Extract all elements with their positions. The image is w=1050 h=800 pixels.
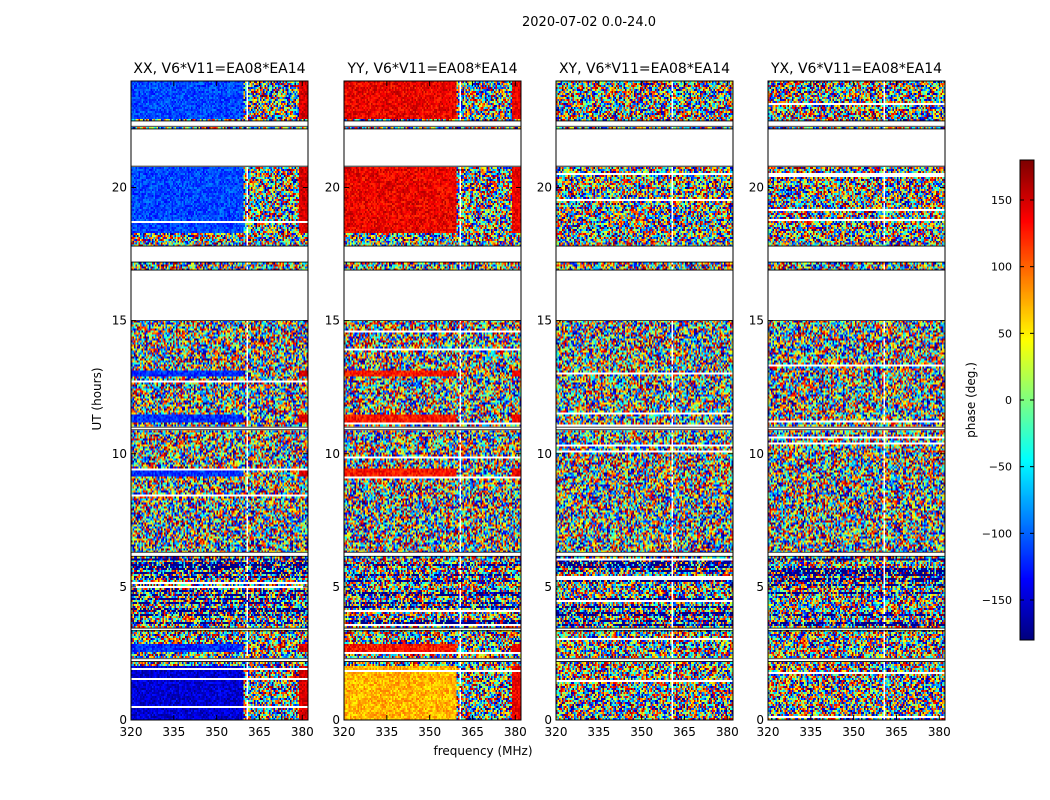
y-tick-label: 20: [749, 181, 764, 195]
y-tick-label: 20: [112, 181, 127, 195]
y-tick-label: 15: [112, 314, 127, 328]
x-tick-label: 365: [885, 725, 908, 739]
panel-yy: YY, V6*V11=EA08*EA14 320 335 350 365 380 0 5 10 1…: [325, 61, 527, 739]
axes-frame: [767, 80, 946, 721]
colorbar-gradient: [1020, 160, 1034, 640]
heatmap-image: [131, 81, 308, 720]
x-tick-label: 320: [757, 725, 780, 739]
x-tick-label: 380: [716, 725, 739, 739]
y-tick-label: 0: [332, 713, 340, 727]
y-tick-label: 5: [756, 580, 764, 594]
panel-title: XY, V6*V11=EA08*EA14: [559, 61, 730, 77]
x-axis-label: frequency (MHz): [433, 744, 532, 758]
x-tick-label: 380: [928, 725, 951, 739]
axes-frame: [555, 80, 734, 721]
heatmap-image: [344, 81, 521, 720]
panels-group: XX, V6*V11=EA08*EA14 320 335 350 365 380 0 5 10 1…: [112, 61, 951, 739]
panel-title: XX, V6*V11=EA08*EA14: [133, 61, 305, 77]
panel-title: YX, V6*V11=EA08*EA14: [770, 61, 942, 77]
y-tick-label: 5: [119, 580, 127, 594]
heatmap-image: [556, 81, 733, 720]
y-tick-label: 0: [544, 713, 552, 727]
y-tick-label: 15: [325, 314, 340, 328]
y-tick-label: 10: [537, 447, 552, 461]
colorbar-tick-label: 50: [998, 327, 1012, 340]
x-tick-label: 350: [205, 725, 228, 739]
x-tick-label: 335: [162, 725, 185, 739]
y-tick-label: 0: [119, 713, 127, 727]
x-tick-label: 320: [333, 725, 356, 739]
x-tick-label: 335: [799, 725, 822, 739]
y-tick-label: 20: [325, 181, 340, 195]
colorbar: 150 100 50 0 −50 −100 −150: [982, 159, 1035, 641]
x-tick-label: 320: [120, 725, 143, 739]
x-tick-label: 380: [504, 725, 527, 739]
axes-frame: [130, 80, 309, 721]
colorbar-tick-label: −150: [982, 594, 1012, 607]
y-tick-label: 5: [544, 580, 552, 594]
x-tick-label: 380: [291, 725, 314, 739]
x-tick-label: 350: [418, 725, 441, 739]
panel-yx: YX, V6*V11=EA08*EA14 320 335 350 365 380 0 5 10 1…: [749, 61, 951, 739]
colorbar-label: phase (deg.): [964, 362, 978, 438]
y-tick-label: 15: [749, 314, 764, 328]
colorbar-tick-label: 0: [1005, 394, 1012, 407]
figure-title: 2020-07-02 0.0-24.0: [522, 15, 656, 30]
colorbar-tick-label: −50: [989, 461, 1012, 474]
panel-title: YY, V6*V11=EA08*EA14: [346, 61, 517, 77]
y-tick-label: 15: [537, 314, 552, 328]
panel-xy: XY, V6*V11=EA08*EA14 320 335 350 365 380 0 5 10 1…: [537, 61, 739, 739]
colorbar-tick-label: −100: [982, 527, 1012, 540]
y-tick-label: 10: [112, 447, 127, 461]
x-tick-label: 350: [842, 725, 865, 739]
panel-xx: XX, V6*V11=EA08*EA14 320 335 350 365 380 0 5 10 1…: [112, 61, 314, 739]
x-tick-label: 365: [461, 725, 484, 739]
colorbar-tick-label: 150: [991, 194, 1012, 207]
x-tick-label: 335: [587, 725, 610, 739]
y-tick-label: 0: [756, 713, 764, 727]
y-tick-label: 20: [537, 181, 552, 195]
y-tick-label: 10: [325, 447, 340, 461]
heatmap-image: [768, 81, 945, 720]
axes-frame: [343, 80, 522, 721]
x-tick-label: 365: [673, 725, 696, 739]
x-tick-label: 335: [375, 725, 398, 739]
colorbar-tick-label: 100: [991, 261, 1012, 274]
x-tick-label: 350: [630, 725, 653, 739]
y-tick-label: 10: [749, 447, 764, 461]
y-axis-label: UT (hours): [90, 367, 104, 430]
y-tick-label: 5: [332, 580, 340, 594]
x-tick-label: 365: [248, 725, 271, 739]
x-tick-label: 320: [545, 725, 568, 739]
